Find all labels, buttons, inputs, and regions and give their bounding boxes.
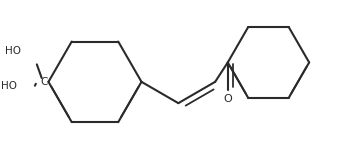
Text: HO: HO: [5, 46, 21, 56]
Text: O: O: [223, 94, 232, 104]
Text: HO: HO: [1, 81, 18, 91]
Text: C: C: [40, 77, 47, 87]
